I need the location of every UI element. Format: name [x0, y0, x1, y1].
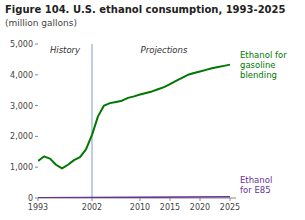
series-line	[38, 197, 230, 198]
divider	[92, 44, 93, 198]
x-axis	[38, 198, 236, 199]
y-tick	[35, 105, 38, 106]
x-tick-label: 2020	[190, 203, 210, 212]
annotation: History	[50, 45, 81, 55]
x-tick-label: 2025	[220, 203, 240, 212]
y-tick-label: 5,000	[10, 40, 33, 49]
annotation: Projections	[141, 45, 188, 55]
x-tick	[170, 198, 171, 201]
chart: Figure 104. U.S. ethanol consumption, 19…	[0, 0, 305, 220]
y-tick	[35, 74, 38, 75]
y-tick-label: 3,000	[10, 102, 33, 111]
x-tick	[38, 198, 39, 201]
title: Figure 104. U.S. ethanol consumption, 19…	[5, 4, 286, 15]
x-tick-label: 2015	[160, 203, 180, 212]
x-tick	[140, 198, 141, 201]
y-tick	[35, 136, 38, 137]
series-label: Ethanolfor E85	[240, 175, 272, 195]
x-tick-label: 1993	[28, 203, 48, 212]
y-tick-label: 0	[28, 194, 33, 203]
x-tick	[200, 198, 201, 201]
y-tick-label: 4,000	[10, 71, 33, 80]
y-tick	[35, 44, 38, 45]
x-tick-label: 2002	[82, 203, 102, 212]
y-tick-label: 2,000	[10, 132, 33, 141]
series-label: Ethanol forgasolineblending	[240, 50, 287, 80]
x-tick-label: 2010	[130, 203, 150, 212]
plot-area	[38, 65, 230, 198]
y-tick	[35, 167, 38, 168]
y-tick-label: 1,000	[10, 163, 33, 172]
series-line	[38, 65, 230, 169]
subtitle: (million gallons)	[5, 18, 77, 28]
x-tick	[230, 198, 231, 201]
x-tick	[92, 198, 93, 201]
